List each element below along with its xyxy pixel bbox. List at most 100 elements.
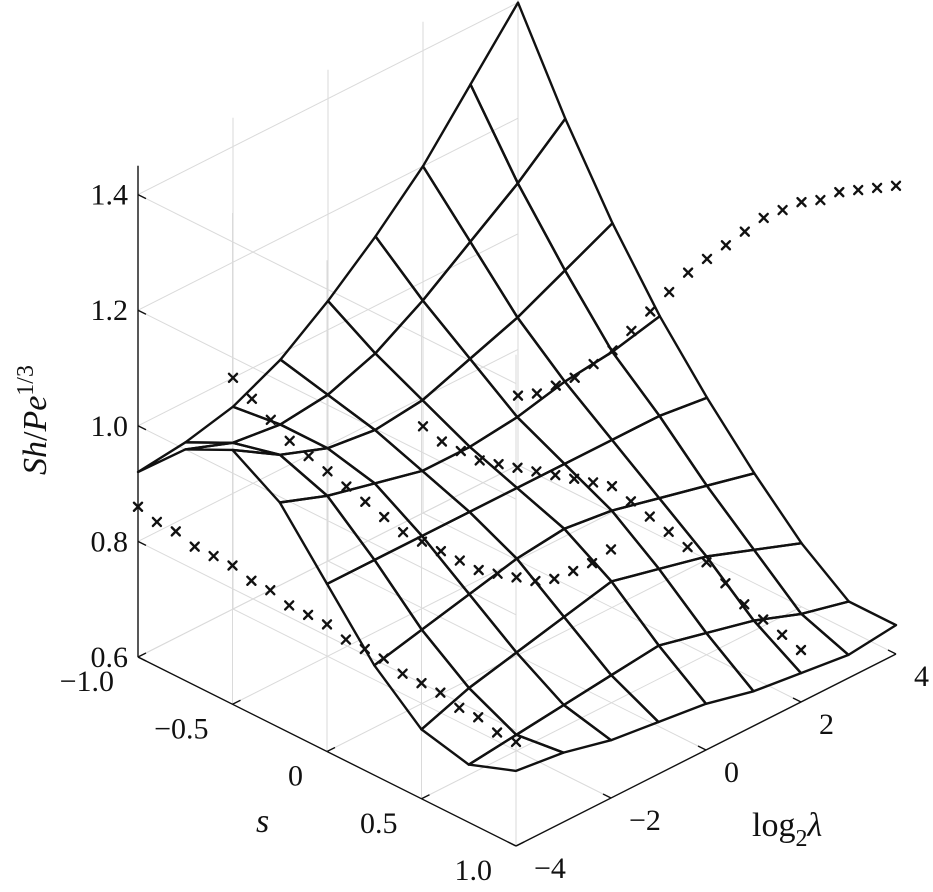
marker-stroke-b <box>284 435 295 447</box>
marker-stroke-b <box>473 564 484 576</box>
marker-stroke-b <box>587 477 599 488</box>
surface-cell-3-3 <box>421 445 519 514</box>
marker-point <box>321 619 333 630</box>
x-tick-label: −4 <box>534 852 566 885</box>
marker-point <box>284 600 295 611</box>
marker-point <box>777 204 788 216</box>
x-axis-label-symbol: λ <box>806 807 822 844</box>
marker-point <box>776 629 788 640</box>
marker-point <box>379 511 390 523</box>
marker-point <box>625 496 637 507</box>
z-axis-label-pe: Pe <box>17 396 54 433</box>
marker-point <box>417 421 429 432</box>
marker-stroke-b <box>454 555 465 566</box>
s-tick-label: 0.5 <box>360 807 398 840</box>
marker-point <box>720 578 731 589</box>
x-tick-label: −2 <box>629 804 661 837</box>
marker-stroke-b <box>491 727 503 738</box>
axes-lines <box>137 165 897 847</box>
marker-point <box>265 585 276 596</box>
marker-point <box>739 226 750 237</box>
grid-line-side-z-4 <box>137 194 517 385</box>
z-tick-label: 1.2 <box>91 294 129 327</box>
x-axis-label: log2λ <box>752 807 822 852</box>
marker-stroke-b <box>531 388 543 399</box>
marker-stroke-b <box>341 481 352 492</box>
marker-point <box>170 526 182 537</box>
marker-stroke-b <box>531 466 542 477</box>
surface-cell-6-3 <box>563 350 661 442</box>
marker-point <box>455 445 466 457</box>
surface-cell-5-6 <box>657 555 755 635</box>
surface-cell-7-1 <box>516 117 614 272</box>
z-axis-label-slash: / <box>17 431 54 441</box>
marker-stroke-b <box>605 544 617 555</box>
marker-stroke-b <box>303 450 314 462</box>
surface-cell-7-4 <box>658 396 756 487</box>
grid-line-back-z-4 <box>137 2 519 196</box>
axes-grid <box>137 0 897 847</box>
z-tick-mark-4 <box>137 193 147 200</box>
surface-cell-7-6 <box>752 542 850 616</box>
surface-cell-4-0 <box>326 235 424 355</box>
marker-stroke-b <box>473 712 484 723</box>
surface-cell-4-2 <box>421 357 519 449</box>
s-tick-mark-4 <box>515 841 525 847</box>
marker-point <box>568 565 579 577</box>
marker-point <box>531 466 542 477</box>
z-tick-label: 0.8 <box>91 525 129 558</box>
marker-point <box>834 186 845 198</box>
marker-point <box>644 511 655 522</box>
marker-stroke-b <box>474 455 485 466</box>
marker-stroke-b <box>853 184 864 196</box>
z-tick-mark-2 <box>137 425 147 431</box>
marker-stroke-b <box>644 511 655 522</box>
marker-point <box>436 436 448 447</box>
marker-stroke-b <box>227 372 239 383</box>
marker-point <box>796 196 807 208</box>
z-tick-mark-3 <box>137 309 147 315</box>
z-tick-label: 0.6 <box>91 641 129 674</box>
marker-stroke-b <box>302 609 314 621</box>
marker-stroke-b <box>397 668 408 679</box>
marker-stroke-b <box>416 536 428 547</box>
z-tick-label: 1.0 <box>91 410 129 443</box>
marker-point <box>587 477 599 488</box>
marker-point <box>890 180 902 192</box>
marker-point <box>569 372 580 383</box>
surface-cell-6-6 <box>705 548 803 622</box>
y-axis-label: s <box>256 803 269 840</box>
marker-point <box>510 736 522 748</box>
marker-stroke-b <box>758 614 769 625</box>
marker-stroke-b <box>359 643 370 655</box>
marker-stroke-b <box>645 306 656 317</box>
marker-stroke-b <box>265 585 276 596</box>
marker-stroke-b <box>682 267 694 278</box>
marker-stroke-b <box>208 550 219 562</box>
marker-point <box>435 545 447 557</box>
marker-point <box>550 469 561 481</box>
marker-point <box>454 555 465 566</box>
marker-point <box>682 541 693 553</box>
marker-stroke-b <box>890 180 902 192</box>
s-tick-label: 1.0 <box>455 854 493 887</box>
marker-stroke-b <box>435 545 447 557</box>
z-axis-label-superscript: 1/3 <box>13 365 39 396</box>
surface-cell-2-7 <box>562 674 660 742</box>
marker-point <box>359 643 370 655</box>
surface-cell-7-3 <box>611 315 709 418</box>
marker-stroke-b <box>795 644 807 656</box>
z-axis-label-base: Sh <box>17 441 54 475</box>
marker-stroke-b <box>265 414 276 426</box>
marker-stroke-b <box>379 511 390 523</box>
x-tick-mark-3 <box>792 697 802 703</box>
marker-point <box>341 481 352 492</box>
z-tick-mark-0 <box>137 656 147 662</box>
marker-stroke-b <box>492 568 503 579</box>
surface-cell-2-6 <box>515 615 613 707</box>
s-tick-mark-1 <box>232 699 241 705</box>
marker-stroke-b <box>189 541 200 552</box>
grid-line-floor-s-1 <box>232 511 613 705</box>
marker-point <box>303 450 314 462</box>
marker-stroke-b <box>455 445 466 457</box>
